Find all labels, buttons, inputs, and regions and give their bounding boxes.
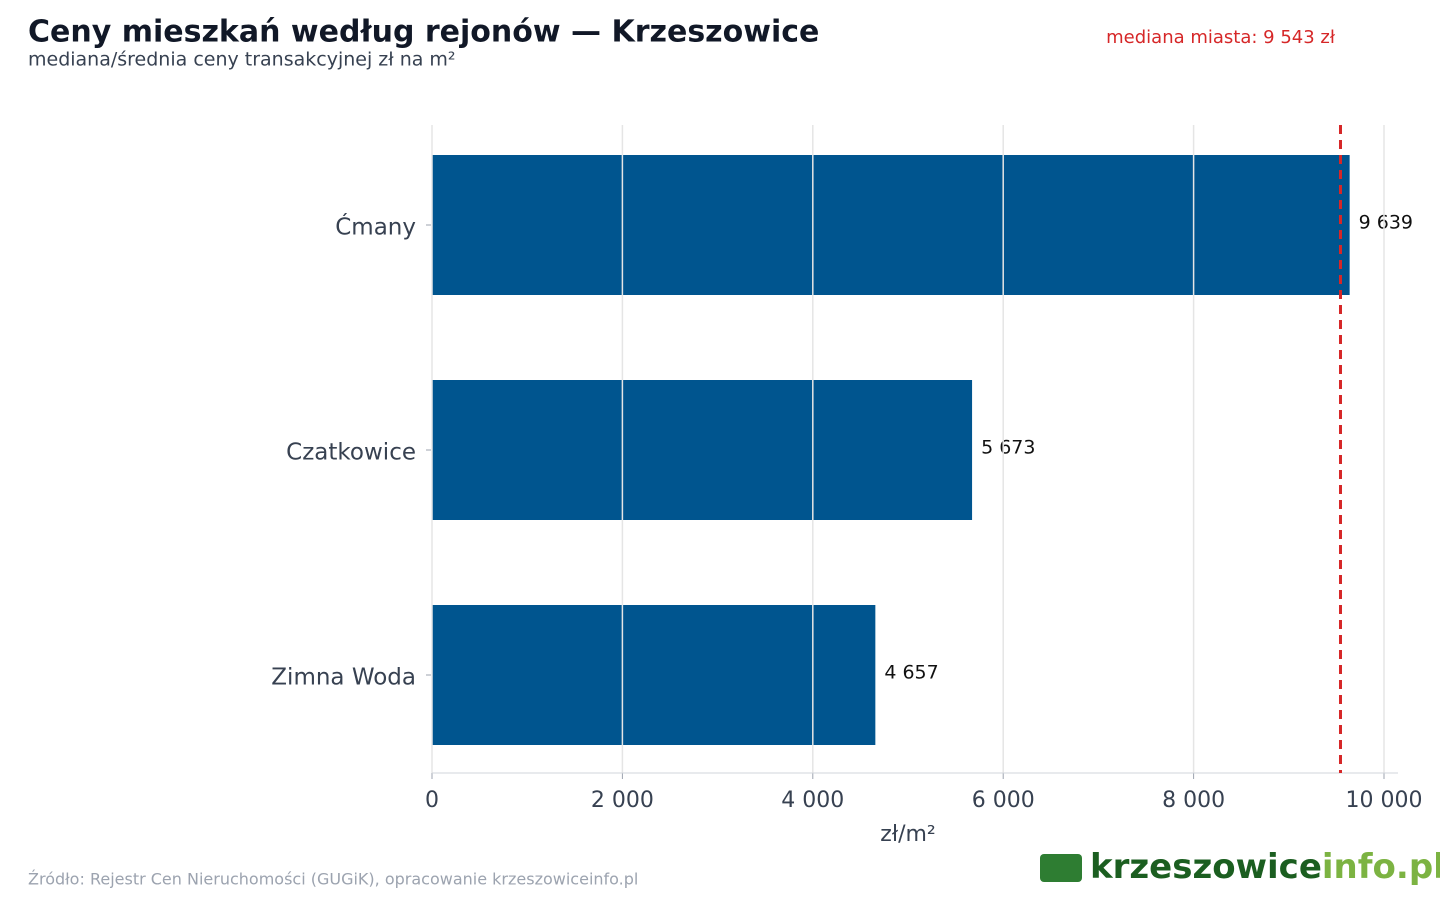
x-tick-label: 2 000	[591, 788, 654, 813]
x-tick-label: 6 000	[972, 788, 1035, 813]
logo-part: krzeszowice	[1090, 847, 1322, 887]
logo-part: info.pl	[1322, 847, 1440, 887]
x-tick-label: 4 000	[781, 788, 844, 813]
value-label: 4 657	[884, 662, 938, 684]
logo: krzeszowiceinfo.pl	[1090, 847, 1440, 887]
x-tick-label: 0	[425, 788, 439, 813]
x-tick-label: 10 000	[1346, 788, 1423, 813]
value-label: 9 639	[1359, 212, 1413, 234]
reference-label: mediana miasta: 9 543 zł	[1106, 27, 1336, 48]
x-axis-label: zł/m²	[880, 822, 935, 847]
chart-subtitle: mediana/średnia ceny transakcyjnej zł na…	[28, 49, 456, 71]
chart-title: Ceny mieszkań według rejonów — Krzeszowi…	[28, 15, 819, 50]
y-tick-label: Zimna Woda	[271, 665, 416, 691]
y-tick-label: Czatkowice	[286, 440, 416, 466]
bar	[432, 380, 973, 520]
bar	[432, 155, 1350, 295]
bar	[432, 605, 876, 745]
value-label: 5 673	[981, 437, 1035, 459]
logo-icon	[1040, 854, 1082, 882]
x-tick-label: 8 000	[1162, 788, 1225, 813]
y-tick-label: Ćmany	[335, 213, 416, 241]
source-note: Źródło: Rejestr Cen Nieruchomości (GUGiK…	[28, 870, 638, 889]
